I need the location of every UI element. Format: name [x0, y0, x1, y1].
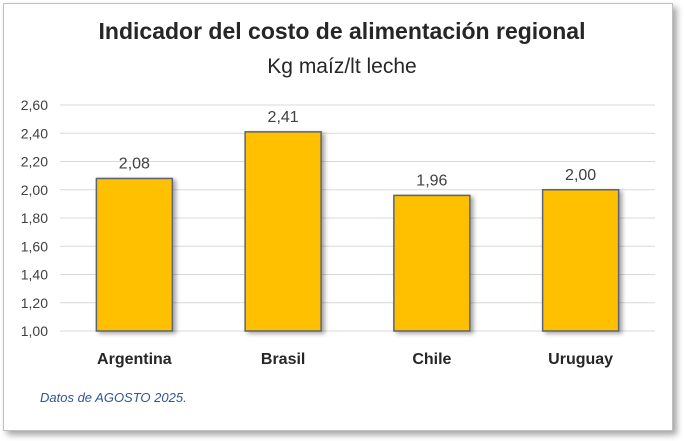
- chart-subtitle: Kg maíz/lt leche: [267, 55, 417, 78]
- y-tick-label: 2,20: [21, 154, 48, 170]
- bar-brasil: [244, 131, 322, 332]
- y-tick-label: 1,60: [21, 238, 48, 254]
- data-label: 1,96: [416, 172, 447, 189]
- bar-argentina: [95, 177, 174, 332]
- bar-uruguay: [541, 189, 620, 332]
- y-tick-label: 1,80: [21, 210, 48, 226]
- data-note: Datos de AGOSTO 2025.: [40, 390, 187, 405]
- y-tick-label: 1,20: [21, 295, 48, 311]
- y-tick-label: 2,60: [21, 97, 48, 113]
- chart-title: Indicador del costo de alimentación regi…: [98, 18, 586, 44]
- data-label: 2,08: [119, 155, 150, 172]
- y-tick-label: 2,00: [21, 182, 48, 198]
- data-label: 2,41: [268, 109, 299, 126]
- y-tick-label: 1,00: [21, 323, 48, 339]
- y-tick-label: 1,40: [21, 267, 48, 283]
- y-tick-label: 2,40: [21, 125, 48, 141]
- bar-chile: [393, 194, 471, 332]
- x-tick-label: Argentina: [97, 351, 172, 368]
- x-tick-label: Chile: [412, 351, 451, 368]
- data-label: 2,00: [565, 167, 596, 184]
- x-tick-label: Uruguay: [548, 351, 613, 368]
- x-tick-label: Brasil: [261, 351, 305, 368]
